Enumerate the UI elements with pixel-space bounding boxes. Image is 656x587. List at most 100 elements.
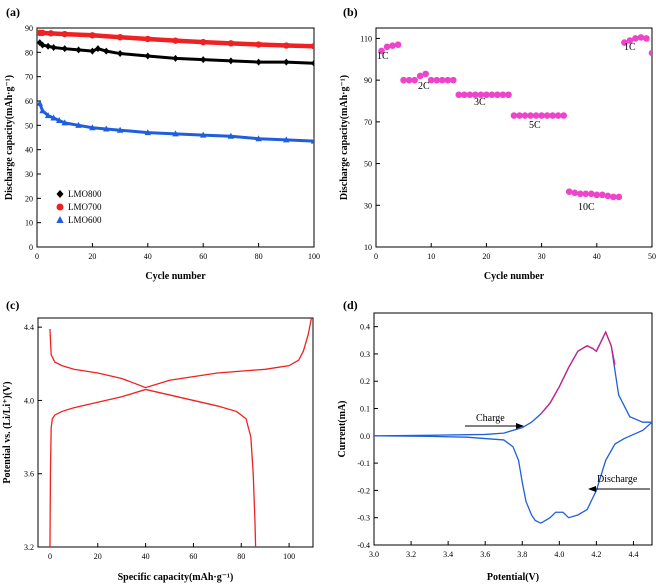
data-point xyxy=(532,112,540,119)
data-point xyxy=(637,34,645,41)
data-point xyxy=(610,193,617,201)
y-tick-label: 50 xyxy=(25,121,33,130)
panel-1: 0 20 40 60 80 100 0 10 20 30 40 50 60 70 80 90 Cycle num… xyxy=(4,5,320,282)
data-point xyxy=(615,193,623,201)
x-tick-label: 4.4 xyxy=(628,550,638,559)
y-tick-label: 30 xyxy=(364,201,372,210)
y-tick-label: 0.0 xyxy=(360,432,370,441)
legend-label: LMO800 xyxy=(68,189,102,199)
x-axis-label: Cycle number xyxy=(484,271,545,282)
data-point xyxy=(422,70,429,78)
rate-annotation: 2C xyxy=(418,81,430,92)
series-lmo700 xyxy=(37,29,314,50)
data-point xyxy=(560,112,567,119)
data-point xyxy=(571,189,579,197)
data-point xyxy=(427,76,435,84)
data-point xyxy=(389,42,396,50)
data-point xyxy=(599,191,606,199)
x-tick-label: 3.4 xyxy=(443,550,453,559)
data-point xyxy=(604,192,612,200)
rate-annotation: 1C xyxy=(624,42,636,53)
cv-cycle-2 xyxy=(540,330,616,415)
x-tick-label: 0 xyxy=(48,552,52,561)
data-point xyxy=(400,76,407,84)
x-tick-label: 60 xyxy=(199,252,207,261)
y-tick-label: 10 xyxy=(364,243,372,252)
data-point xyxy=(477,91,485,99)
y-tick-label: 40 xyxy=(25,146,33,155)
charge-arrowhead xyxy=(516,423,524,429)
legend-label: LMO700 xyxy=(68,202,102,212)
plot-frame xyxy=(36,27,315,248)
x-axis-label: Potential(V) xyxy=(487,572,539,583)
charge-label: Charge xyxy=(476,413,505,424)
data-point xyxy=(444,76,452,84)
x-tick-label: 0 xyxy=(35,252,39,261)
data-point xyxy=(455,91,463,99)
data-point xyxy=(378,47,385,55)
plot-area xyxy=(374,330,652,524)
data-point xyxy=(643,35,650,42)
plot-frame xyxy=(37,317,314,548)
data-point xyxy=(449,76,457,84)
data-point xyxy=(472,91,479,99)
y-tick-label: 90 xyxy=(25,24,33,33)
y-tick-label: 0 xyxy=(29,243,33,252)
data-point xyxy=(527,112,534,119)
data-point xyxy=(433,76,441,84)
plot-frame xyxy=(373,312,653,546)
series-trace xyxy=(38,102,314,143)
data-point xyxy=(488,91,496,99)
legend-marker xyxy=(56,190,64,198)
x-tick-label: 3.0 xyxy=(369,550,379,559)
x-tick-label: 50 xyxy=(648,252,656,261)
panel-label: (c) xyxy=(6,298,19,312)
x-tick-label: 80 xyxy=(237,552,245,561)
data-point xyxy=(538,112,545,119)
y-tick-label: -0.1 xyxy=(357,459,370,468)
y-tick-label: -0.4 xyxy=(357,541,370,550)
y-tick-label: 4.0 xyxy=(24,396,34,405)
y-tick-label: 70 xyxy=(25,73,33,82)
y-tick-label: 4.4 xyxy=(24,323,34,332)
plot-frame xyxy=(375,27,653,248)
discharge-arrowhead xyxy=(588,486,596,492)
panel-label: (a) xyxy=(6,5,20,19)
plot-area xyxy=(378,34,652,201)
data-point xyxy=(593,191,601,199)
y-axis-label: Current(mA) xyxy=(337,400,348,457)
x-tick-label: 0 xyxy=(374,252,378,261)
data-point xyxy=(632,35,639,42)
data-point xyxy=(543,112,551,119)
series-trace xyxy=(39,30,314,49)
y-tick-label: 80 xyxy=(25,48,33,57)
x-tick-label: 30 xyxy=(538,252,546,261)
panel-label: (b) xyxy=(343,5,358,19)
y-tick-label: 0.4 xyxy=(360,323,370,332)
legend-marker xyxy=(56,203,64,211)
y-tick-label: 3.2 xyxy=(24,543,34,552)
data-point xyxy=(405,76,413,84)
legend-label: LMO600 xyxy=(68,215,102,225)
y-axis-label: Potential vs. (Li/Li⁺)(V) xyxy=(2,381,13,483)
x-tick-label: 4.2 xyxy=(591,550,601,559)
x-tick-label: 20 xyxy=(94,552,102,561)
curve-charge xyxy=(49,318,313,389)
x-tick-label: 60 xyxy=(189,552,197,561)
x-tick-label: 20 xyxy=(482,252,490,261)
panel-label: (d) xyxy=(343,298,358,312)
rate-annotation: 5C xyxy=(529,120,541,131)
data-point xyxy=(648,49,652,57)
y-tick-label: 90 xyxy=(364,76,372,85)
y-tick-label: 0.1 xyxy=(360,405,370,414)
x-axis-label: Cycle number xyxy=(145,271,206,282)
y-tick-label: 0.3 xyxy=(360,350,370,359)
discharge-label: Discharge xyxy=(597,474,638,485)
data-point xyxy=(521,112,529,119)
y-tick-label: 0.2 xyxy=(360,377,370,386)
x-tick-label: 3.2 xyxy=(406,550,416,559)
data-point xyxy=(499,91,507,99)
data-point xyxy=(483,91,490,99)
